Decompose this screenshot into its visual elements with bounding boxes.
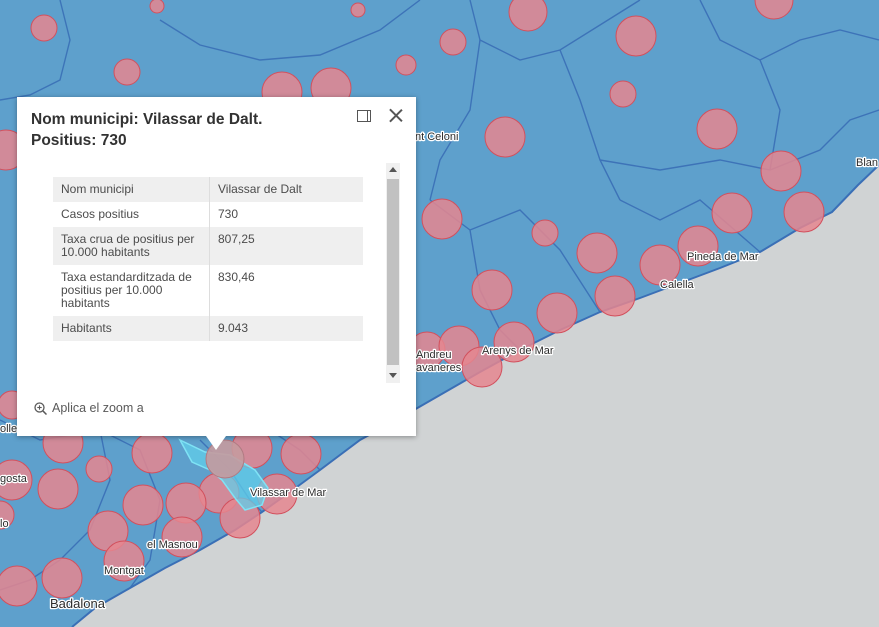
- field-value: 807,25: [209, 227, 363, 265]
- place-label-calella: Calella: [660, 279, 695, 291]
- field-label: Taxa estandarditzada de positius per 10.…: [53, 265, 210, 316]
- table-row: Habitants 9.043: [53, 316, 363, 341]
- table-row: Taxa crua de positius per 10.000 habitan…: [53, 227, 363, 265]
- place-label-masnou: el Masnou: [147, 539, 198, 551]
- place-label-andreu: Andreu: [416, 349, 451, 361]
- place-label-mogoda: gosta: [0, 473, 28, 485]
- popup-scrollbar[interactable]: [386, 163, 400, 383]
- field-label: Habitants: [53, 316, 210, 341]
- place-label-partial: lo: [0, 518, 9, 530]
- place-label-arenys: Arenys de Mar: [482, 345, 554, 357]
- scroll-thumb[interactable]: [387, 179, 399, 365]
- place-label-montgat: Montgat: [104, 565, 144, 577]
- place-label-vilassar-de-mar: Vilassar de Mar: [250, 487, 327, 499]
- table-row: Casos positius 730: [53, 202, 363, 227]
- field-label: Taxa crua de positius per 10.000 habitan…: [53, 227, 210, 265]
- table-row: Nom municipi Vilassar de Dalt: [53, 177, 363, 202]
- scroll-down-icon[interactable]: [389, 373, 397, 378]
- field-value: 9.043: [209, 316, 363, 341]
- popup-title: Nom municipi: Vilassar de Dalt. Positius…: [31, 111, 263, 149]
- popup-pointer: [206, 436, 226, 450]
- place-label-cerdanyola: olle: [0, 423, 17, 435]
- table-row: Taxa estandarditzada de positius per 10.…: [53, 265, 363, 316]
- field-value: Vilassar de Dalt: [209, 177, 363, 202]
- place-label-sant-celoni: nt Celoni: [415, 131, 458, 143]
- field-value: 730: [218, 207, 239, 221]
- attribute-table: Nom municipi Vilassar de Dalt Casos posi…: [53, 177, 363, 341]
- field-label: Nom municipi: [53, 177, 210, 202]
- zoom-in-icon: [34, 401, 47, 415]
- feature-popup: Nom municipi: Vilassar de Dalt. Positius…: [17, 97, 416, 436]
- field-label: Casos positius: [53, 202, 210, 227]
- close-icon[interactable]: [387, 107, 404, 124]
- popup-content: Nom municipi Vilassar de Dalt Casos posi…: [37, 163, 399, 383]
- field-value: 830,46: [218, 270, 255, 284]
- place-label-blanes: Blan: [856, 157, 878, 169]
- dock-icon[interactable]: [357, 110, 371, 122]
- place-label-badalona: Badalona: [50, 596, 106, 611]
- scroll-up-icon[interactable]: [389, 167, 397, 172]
- zoom-to-button[interactable]: Aplica el zoom a: [34, 401, 144, 415]
- zoom-to-label: Aplica el zoom a: [52, 401, 144, 415]
- place-label-llavaneres: avaneres: [416, 362, 462, 374]
- place-label-pineda: Pineda de Mar: [687, 251, 759, 263]
